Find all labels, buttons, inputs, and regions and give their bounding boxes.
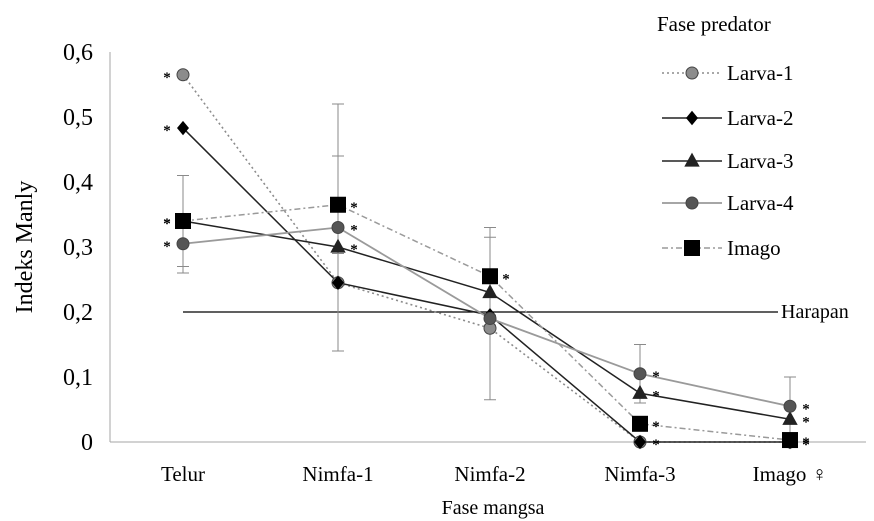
series-line: [182, 127, 790, 443]
x-tick-label: Imago ♀: [753, 462, 828, 486]
y-tick-label: 0,4: [63, 170, 93, 196]
significance-layer: ** ****************: [163, 70, 810, 453]
significance-star: *: [802, 437, 810, 453]
legend-marker: [686, 110, 698, 126]
significance-star: *: [652, 388, 660, 404]
x-tick-label: Nimfa-3: [604, 462, 675, 486]
y-tick-label: 0,1: [63, 365, 93, 391]
reference-layer: Harapan: [183, 301, 849, 323]
data-point: [332, 275, 344, 290]
data-point: [632, 415, 648, 432]
significance-star: *: [652, 437, 660, 453]
significance-star: *: [163, 70, 171, 86]
legend-label: Imago: [727, 236, 781, 260]
significance-star: *: [652, 419, 660, 435]
legend-label: Larva-2: [727, 106, 793, 130]
significance-star: *: [652, 369, 660, 385]
significance-star: *: [163, 239, 171, 255]
y-tick-label: 0,2: [63, 300, 93, 326]
x-tick-label: Telur: [161, 462, 205, 486]
significance-star: *: [350, 223, 358, 239]
data-point: [175, 213, 191, 229]
y-tick-label: 0,6: [63, 40, 93, 66]
significance-star: *: [163, 123, 171, 139]
data-point: [176, 237, 190, 251]
legend-marker: [685, 66, 699, 80]
data-point: [482, 268, 498, 285]
legend-marker: [684, 152, 700, 167]
significance-star: *: [802, 401, 810, 417]
data-point: [633, 367, 647, 381]
y-tick-label: 0,5: [63, 105, 93, 131]
legend: Fase predator Larva-1 Larva-2 Larva-3 Larva…: [657, 12, 794, 260]
data-point: [330, 196, 346, 213]
x-tick-label: Nimfa-1: [302, 462, 373, 486]
tick-label-layer: 0 0,1 0,2 0,3 0,4 0,5 0,6 Telur Nimfa-1 Nimfa-2 Ni…: [63, 40, 827, 486]
significance-star: *: [802, 435, 810, 451]
legend-label: Larva-1: [727, 61, 793, 85]
significance-star: *: [802, 414, 810, 430]
data-point: [482, 284, 498, 299]
data-point: [634, 434, 646, 450]
significance-star: *: [163, 216, 171, 232]
y-tick-label: 0,3: [63, 235, 93, 261]
significance-star: *: [163, 216, 171, 232]
legend-label: Larva-3: [727, 149, 793, 173]
data-point: [632, 384, 648, 399]
x-tick-label: Nimfa-2: [454, 462, 525, 486]
data-point: [483, 312, 497, 325]
legend-marker: [684, 240, 700, 256]
x-axis-label: Fase mangsa: [442, 497, 545, 519]
data-point: [782, 410, 798, 425]
data-point: [330, 238, 346, 253]
significance-star: *: [350, 200, 358, 216]
data-point: [331, 221, 345, 234]
legend-label: Larva-4: [727, 191, 794, 215]
significance-star: *: [502, 271, 510, 287]
data-point: [176, 68, 190, 82]
reference-line-label: Harapan: [781, 301, 849, 323]
data-point: [177, 120, 189, 136]
series-line-layer: [182, 74, 791, 443]
legend-marker: [685, 196, 699, 210]
legend-title: Fase predator: [657, 12, 771, 36]
marker-layer: [175, 68, 798, 450]
data-point: [782, 432, 798, 449]
y-axis-label: Indeks Manly: [12, 181, 38, 314]
data-point: [783, 399, 797, 413]
significance-star: *: [802, 437, 810, 453]
y-tick-label: 0: [81, 430, 93, 456]
significance-star: *: [350, 242, 358, 258]
